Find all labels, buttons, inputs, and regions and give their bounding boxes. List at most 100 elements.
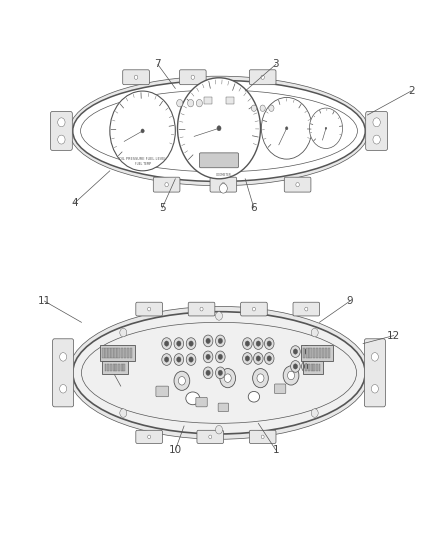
Circle shape: [209, 435, 212, 439]
Bar: [306, 348, 308, 358]
Circle shape: [189, 341, 193, 346]
Circle shape: [148, 435, 151, 439]
Bar: [322, 348, 324, 358]
Circle shape: [252, 307, 255, 311]
Circle shape: [269, 105, 274, 111]
Circle shape: [165, 182, 168, 187]
Ellipse shape: [248, 391, 260, 402]
Circle shape: [301, 346, 311, 358]
Bar: [204, 97, 212, 104]
Bar: [318, 364, 320, 371]
Circle shape: [134, 75, 138, 79]
Bar: [109, 348, 110, 358]
Circle shape: [189, 357, 193, 362]
Circle shape: [371, 353, 378, 361]
FancyBboxPatch shape: [210, 177, 237, 192]
Bar: [319, 348, 321, 358]
Bar: [110, 364, 112, 371]
Circle shape: [222, 182, 225, 187]
FancyBboxPatch shape: [123, 70, 149, 85]
Circle shape: [120, 328, 127, 337]
Circle shape: [325, 127, 327, 130]
Circle shape: [309, 108, 343, 149]
FancyBboxPatch shape: [364, 339, 385, 407]
Text: 10: 10: [169, 445, 182, 455]
Circle shape: [217, 126, 221, 131]
Bar: [328, 348, 330, 358]
Circle shape: [257, 374, 264, 382]
Circle shape: [296, 182, 299, 187]
Circle shape: [218, 370, 223, 375]
Bar: [120, 348, 123, 358]
Circle shape: [283, 366, 299, 385]
Circle shape: [267, 341, 272, 346]
Bar: [303, 348, 305, 358]
Circle shape: [177, 341, 181, 346]
Bar: [313, 364, 315, 371]
Bar: [311, 364, 313, 371]
Circle shape: [254, 353, 263, 365]
Ellipse shape: [186, 392, 200, 405]
Circle shape: [311, 328, 318, 337]
Circle shape: [58, 118, 65, 127]
Circle shape: [260, 105, 265, 111]
FancyBboxPatch shape: [156, 386, 169, 397]
Circle shape: [203, 351, 213, 363]
Text: FUEL TEMP: FUEL TEMP: [134, 161, 151, 166]
FancyBboxPatch shape: [249, 70, 276, 85]
Bar: [325, 348, 327, 358]
Circle shape: [215, 425, 223, 434]
Circle shape: [196, 100, 202, 107]
Text: OIL PRESSURE FUEL LEVEL: OIL PRESSURE FUEL LEVEL: [119, 157, 166, 161]
Circle shape: [265, 338, 274, 350]
Text: 9: 9: [346, 296, 353, 306]
Circle shape: [162, 354, 171, 366]
Bar: [113, 364, 114, 371]
Text: 12: 12: [387, 330, 400, 341]
Text: 1: 1: [272, 445, 279, 455]
Text: 7: 7: [155, 60, 161, 69]
FancyBboxPatch shape: [249, 430, 276, 443]
Circle shape: [177, 78, 261, 179]
FancyBboxPatch shape: [197, 430, 223, 443]
Circle shape: [267, 356, 272, 361]
Circle shape: [141, 129, 144, 133]
FancyBboxPatch shape: [293, 302, 320, 316]
Bar: [107, 364, 109, 371]
Circle shape: [174, 354, 184, 366]
Bar: [105, 364, 106, 371]
Circle shape: [58, 135, 65, 144]
Circle shape: [261, 75, 265, 79]
Circle shape: [265, 353, 274, 365]
Text: 2: 2: [408, 86, 414, 96]
Circle shape: [219, 183, 227, 193]
Text: 11: 11: [38, 296, 51, 306]
Circle shape: [186, 354, 196, 366]
Circle shape: [304, 349, 308, 354]
Bar: [313, 348, 315, 358]
Circle shape: [293, 364, 297, 369]
Bar: [130, 348, 132, 358]
FancyBboxPatch shape: [275, 384, 286, 393]
Circle shape: [187, 100, 194, 107]
Circle shape: [206, 338, 210, 344]
FancyBboxPatch shape: [136, 302, 162, 316]
Ellipse shape: [73, 80, 365, 181]
Circle shape: [245, 356, 250, 361]
Bar: [127, 348, 129, 358]
Circle shape: [305, 307, 308, 311]
Bar: [226, 97, 234, 104]
Circle shape: [301, 361, 311, 372]
Circle shape: [164, 357, 169, 362]
Circle shape: [177, 100, 183, 107]
FancyBboxPatch shape: [218, 403, 229, 411]
Circle shape: [60, 384, 67, 393]
Circle shape: [220, 368, 236, 387]
Bar: [316, 348, 318, 358]
Circle shape: [215, 312, 223, 320]
Text: 3: 3: [272, 60, 279, 69]
Circle shape: [243, 353, 252, 365]
Circle shape: [203, 335, 213, 347]
Circle shape: [120, 409, 127, 417]
Circle shape: [261, 435, 264, 439]
